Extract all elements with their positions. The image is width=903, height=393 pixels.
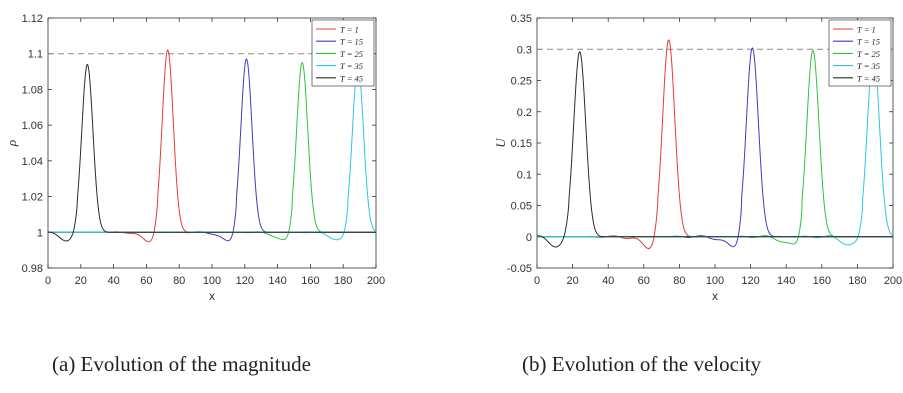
legend-label: T = 1 xyxy=(340,25,359,35)
legend-label: T = 15 xyxy=(857,37,880,47)
series-line-t=25 xyxy=(48,61,376,241)
x-tick-label: 100 xyxy=(706,275,724,287)
y-tick-label: 1.1 xyxy=(28,49,43,61)
x-tick-label: 20 xyxy=(75,275,87,287)
x-tick-label: 160 xyxy=(301,275,319,287)
x-tick-label: 120 xyxy=(741,275,759,287)
x-tick-label: 160 xyxy=(813,275,831,287)
y-tick-label: 1 xyxy=(37,227,43,239)
x-tick-label: 80 xyxy=(673,275,685,287)
y-tick-label: 0.1 xyxy=(517,169,532,181)
y-axis-label: U xyxy=(493,137,508,148)
series-line-t=45 xyxy=(537,50,893,248)
y-tick-label: 0.3 xyxy=(517,44,532,56)
x-axis-label: x xyxy=(712,289,718,303)
x-tick-label: 60 xyxy=(140,275,152,287)
y-axis-label: ρ xyxy=(4,140,19,147)
x-tick-label: 140 xyxy=(268,275,286,287)
legend-label: T = 25 xyxy=(857,49,880,59)
legend: T = 1 T = 15 T = 25 T = 35 T = 45 xyxy=(828,19,892,87)
x-tick-label: 180 xyxy=(334,275,352,287)
series-line-t=35 xyxy=(48,65,376,241)
y-tick-label: 1.08 xyxy=(22,84,43,96)
x-tick-label: 0 xyxy=(534,275,540,287)
chart-panel-b: 0 20 40 60 80 100 120 140 160 180 200-0.0500.050.1… xyxy=(493,13,902,303)
x-tick-label: 100 xyxy=(203,275,221,287)
y-tick-label: 0.05 xyxy=(511,201,532,213)
y-tick-label: 1.02 xyxy=(22,192,43,204)
x-tick-label: 120 xyxy=(236,275,254,287)
x-tick-label: 40 xyxy=(107,275,119,287)
x-axis-label: x xyxy=(209,289,215,303)
x-tick-label: 180 xyxy=(848,275,866,287)
legend-label: T = 45 xyxy=(340,73,363,83)
y-tick-label: 1.04 xyxy=(22,156,43,168)
y-tick-label: -0.05 xyxy=(507,263,532,275)
legend-label: T = 1 xyxy=(857,25,876,35)
legend-label: T = 35 xyxy=(340,61,363,71)
y-tick-label: 0.98 xyxy=(22,263,43,275)
chart-panel-a: 0 20 40 60 80 100 120 140 160 180 200 0.98 1 1.02 1.04… xyxy=(4,13,385,303)
y-tick-label: 1.12 xyxy=(22,13,43,25)
legend-label: T = 45 xyxy=(857,73,880,83)
y-tick-label: 1.06 xyxy=(22,120,43,132)
y-tick-label: 0.15 xyxy=(511,138,532,150)
x-tick-label: 60 xyxy=(638,275,650,287)
caption-a: (a) Evolution of the magnitude xyxy=(52,352,311,376)
legend-label: T = 25 xyxy=(340,49,363,59)
legend: T = 1 T = 15 T = 25 T = 35 T = 45 xyxy=(311,19,375,87)
x-tick-label: 0 xyxy=(45,275,51,287)
legend-label: T = 15 xyxy=(340,37,363,47)
y-tick-label: 0.35 xyxy=(511,13,532,25)
x-tick-label: 200 xyxy=(367,275,385,287)
series-line-t=45 xyxy=(48,63,376,242)
y-tick-label: 0 xyxy=(526,232,532,244)
y-tick-label: 0.25 xyxy=(511,76,532,88)
caption-b: (b) Evolution of the velocity xyxy=(522,352,762,376)
legend-label: T = 35 xyxy=(857,61,880,71)
figure: 0 20 40 60 80 100 120 140 160 180 2000.9811.021.04… xyxy=(4,13,902,303)
x-tick-label: 80 xyxy=(173,275,185,287)
x-tick-label: 40 xyxy=(602,275,614,287)
x-tick-label: 200 xyxy=(884,275,902,287)
y-tick-label: 0.2 xyxy=(517,107,532,119)
x-tick-label: 20 xyxy=(566,275,578,287)
x-tick-label: 140 xyxy=(777,275,795,287)
